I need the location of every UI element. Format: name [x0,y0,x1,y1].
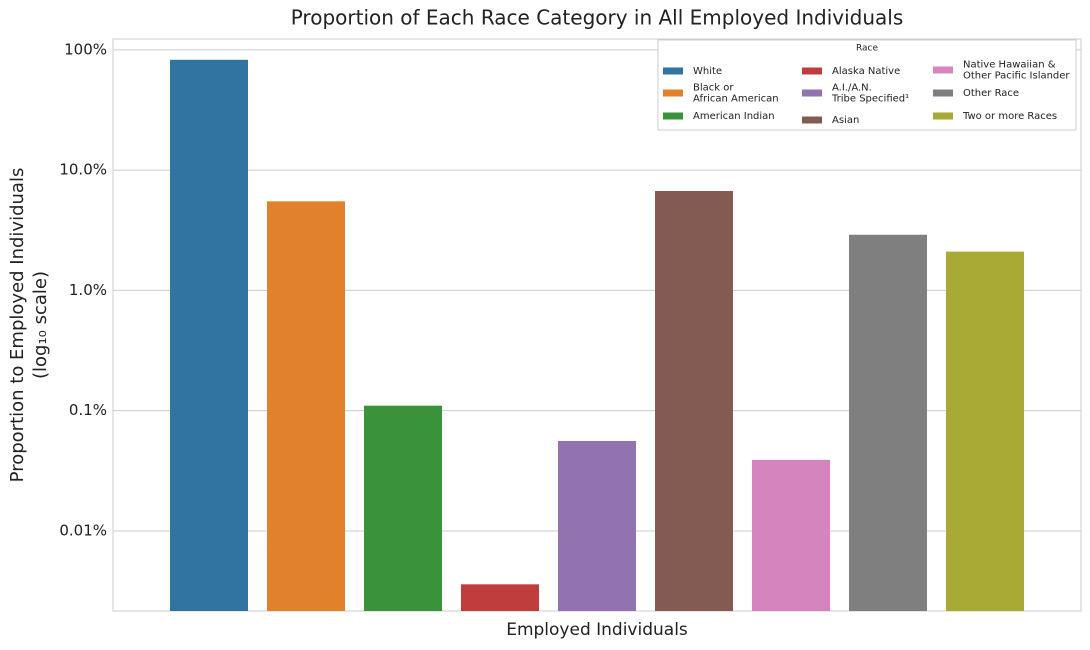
legend-title: Race [856,44,879,54]
legend-swatch [663,112,683,120]
legend-label: White [693,66,722,77]
y-tick-label: 10.0% [59,161,107,179]
legend-swatch [663,89,683,97]
bar [849,234,927,611]
chart-title: Proportion of Each Race Category in All … [291,6,904,30]
legend-label: Other Race [963,88,1019,99]
legend-label: Alaska Native [832,66,900,77]
legend-swatch [802,67,822,75]
legend-label: American Indian [693,111,775,122]
y-tick-label: 0.01% [59,521,107,539]
legend-swatch [933,66,953,74]
y-tick-label: 1.0% [69,281,107,299]
bar [558,440,636,611]
bar [655,191,733,611]
bar [170,59,248,612]
legend-swatch [802,116,822,124]
bar [461,584,539,611]
legend-label: Two or more Races [962,111,1057,122]
y-tick-label: 0.1% [69,401,107,419]
legend-label: Asian [832,115,859,126]
legend-swatch [802,89,822,97]
legend-label: Native Hawaiian & Other Pacific Islander [963,60,1070,82]
bar [752,459,830,611]
legend-label: A.I./A.N. Tribe Specified¹ [831,83,909,105]
bar [267,201,345,611]
legend-swatch [933,89,953,97]
legend-label: Black or African American [693,83,779,105]
legend-swatch [663,67,683,75]
x-axis-label: Employed Individuals [506,620,688,640]
legend-box [657,39,1077,131]
y-axis-label: (log₁₀ scale) [30,271,51,379]
y-tick-label: 100% [64,40,107,58]
legend-swatch [933,112,953,120]
bar [364,405,442,611]
y-axis-label: Proportion to Employed Individuals [7,168,28,483]
bar [946,251,1024,612]
